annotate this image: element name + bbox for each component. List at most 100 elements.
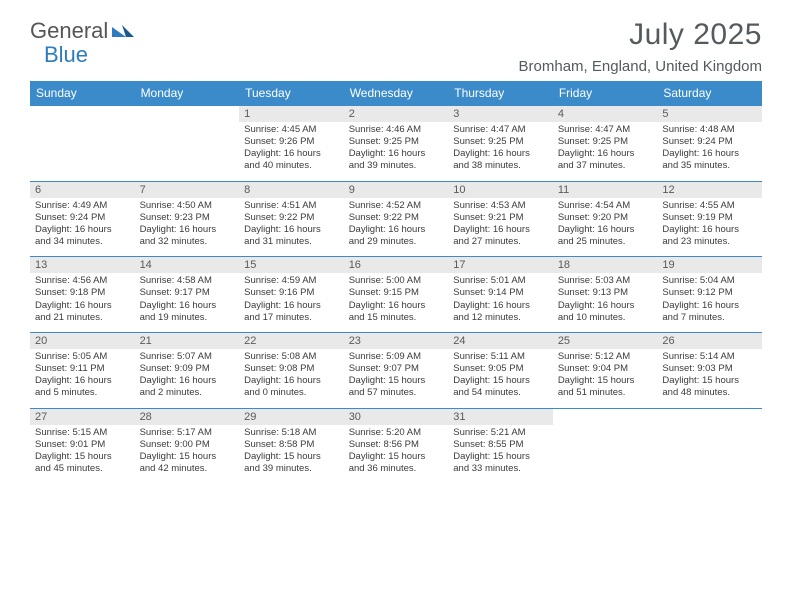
day-details: Sunrise: 5:01 AMSunset: 9:14 PMDaylight:… xyxy=(448,273,553,332)
sunrise-line: Sunrise: 5:18 AM xyxy=(244,427,339,439)
day-details: Sunrise: 5:15 AMSunset: 9:01 PMDaylight:… xyxy=(30,425,135,484)
sunrise-line: Sunrise: 5:20 AM xyxy=(349,427,444,439)
sunset-line: Sunset: 9:25 PM xyxy=(349,136,444,148)
day-details: Sunrise: 4:58 AMSunset: 9:17 PMDaylight:… xyxy=(135,273,240,332)
daylight-line: Daylight: 16 hours and 7 minutes. xyxy=(662,300,757,324)
day-details: Sunrise: 5:00 AMSunset: 9:15 PMDaylight:… xyxy=(344,273,449,332)
daylight-line: Daylight: 15 hours and 51 minutes. xyxy=(558,375,653,399)
sunrise-line: Sunrise: 4:55 AM xyxy=(662,200,757,212)
sunset-line: Sunset: 9:25 PM xyxy=(558,136,653,148)
day-number: 26 xyxy=(657,333,762,349)
day-details: Sunrise: 5:08 AMSunset: 9:08 PMDaylight:… xyxy=(239,349,344,408)
daylight-line: Daylight: 16 hours and 35 minutes. xyxy=(662,148,757,172)
day-number: 7 xyxy=(135,182,240,198)
day-number: 15 xyxy=(239,257,344,273)
day-details: Sunrise: 5:18 AMSunset: 8:58 PMDaylight:… xyxy=(239,425,344,484)
daylight-line: Daylight: 16 hours and 0 minutes. xyxy=(244,375,339,399)
sunset-line: Sunset: 9:08 PM xyxy=(244,363,339,375)
day-number: 25 xyxy=(553,333,658,349)
weekday-header: Thursday xyxy=(448,81,553,106)
calendar-day-cell: 25Sunrise: 5:12 AMSunset: 9:04 PMDayligh… xyxy=(553,332,658,408)
weekday-header: Monday xyxy=(135,81,240,106)
calendar-week-row: 1Sunrise: 4:45 AMSunset: 9:26 PMDaylight… xyxy=(30,106,762,182)
daylight-line: Daylight: 16 hours and 38 minutes. xyxy=(453,148,548,172)
day-details: Sunrise: 5:20 AMSunset: 8:56 PMDaylight:… xyxy=(344,425,449,484)
sunrise-line: Sunrise: 5:03 AM xyxy=(558,275,653,287)
daylight-line: Daylight: 16 hours and 15 minutes. xyxy=(349,300,444,324)
day-details: Sunrise: 5:07 AMSunset: 9:09 PMDaylight:… xyxy=(135,349,240,408)
calendar-day-cell: 27Sunrise: 5:15 AMSunset: 9:01 PMDayligh… xyxy=(30,408,135,483)
daylight-line: Daylight: 16 hours and 5 minutes. xyxy=(35,375,130,399)
day-details: Sunrise: 4:53 AMSunset: 9:21 PMDaylight:… xyxy=(448,198,553,257)
sunset-line: Sunset: 9:03 PM xyxy=(662,363,757,375)
daylight-line: Daylight: 16 hours and 23 minutes. xyxy=(662,224,757,248)
calendar-day-cell: 21Sunrise: 5:07 AMSunset: 9:09 PMDayligh… xyxy=(135,332,240,408)
sunrise-line: Sunrise: 4:51 AM xyxy=(244,200,339,212)
calendar-day-cell: 19Sunrise: 5:04 AMSunset: 9:12 PMDayligh… xyxy=(657,257,762,333)
sunset-line: Sunset: 9:19 PM xyxy=(662,212,757,224)
sunset-line: Sunset: 9:18 PM xyxy=(35,287,130,299)
sunrise-line: Sunrise: 4:47 AM xyxy=(453,124,548,136)
calendar-container: SundayMondayTuesdayWednesdayThursdayFrid… xyxy=(0,81,792,483)
day-number: 5 xyxy=(657,106,762,122)
sunset-line: Sunset: 9:04 PM xyxy=(558,363,653,375)
day-number: 23 xyxy=(344,333,449,349)
calendar-week-row: 27Sunrise: 5:15 AMSunset: 9:01 PMDayligh… xyxy=(30,408,762,483)
day-number: 8 xyxy=(239,182,344,198)
calendar-day-cell: 20Sunrise: 5:05 AMSunset: 9:11 PMDayligh… xyxy=(30,332,135,408)
calendar-day-cell: 18Sunrise: 5:03 AMSunset: 9:13 PMDayligh… xyxy=(553,257,658,333)
sunrise-line: Sunrise: 5:08 AM xyxy=(244,351,339,363)
calendar-week-row: 13Sunrise: 4:56 AMSunset: 9:18 PMDayligh… xyxy=(30,257,762,333)
day-details: Sunrise: 4:56 AMSunset: 9:18 PMDaylight:… xyxy=(30,273,135,332)
day-details: Sunrise: 4:46 AMSunset: 9:25 PMDaylight:… xyxy=(344,122,449,181)
sunrise-line: Sunrise: 4:50 AM xyxy=(140,200,235,212)
sunset-line: Sunset: 9:13 PM xyxy=(558,287,653,299)
daylight-line: Daylight: 16 hours and 19 minutes. xyxy=(140,300,235,324)
sunset-line: Sunset: 9:15 PM xyxy=(349,287,444,299)
day-number: 18 xyxy=(553,257,658,273)
daylight-line: Daylight: 15 hours and 42 minutes. xyxy=(140,451,235,475)
sunrise-line: Sunrise: 5:00 AM xyxy=(349,275,444,287)
day-number: 13 xyxy=(30,257,135,273)
day-number: 27 xyxy=(30,409,135,425)
calendar-day-cell: 16Sunrise: 5:00 AMSunset: 9:15 PMDayligh… xyxy=(344,257,449,333)
sunrise-line: Sunrise: 4:47 AM xyxy=(558,124,653,136)
calendar-day-cell: 30Sunrise: 5:20 AMSunset: 8:56 PMDayligh… xyxy=(344,408,449,483)
calendar-day-cell: 6Sunrise: 4:49 AMSunset: 9:24 PMDaylight… xyxy=(30,181,135,257)
calendar-day-cell: 15Sunrise: 4:59 AMSunset: 9:16 PMDayligh… xyxy=(239,257,344,333)
calendar-day-cell: 2Sunrise: 4:46 AMSunset: 9:25 PMDaylight… xyxy=(344,106,449,182)
day-details: Sunrise: 4:55 AMSunset: 9:19 PMDaylight:… xyxy=(657,198,762,257)
sunset-line: Sunset: 9:22 PM xyxy=(244,212,339,224)
daylight-line: Daylight: 16 hours and 21 minutes. xyxy=(35,300,130,324)
logo-mark-icon xyxy=(112,21,134,42)
calendar-day-cell: 28Sunrise: 5:17 AMSunset: 9:00 PMDayligh… xyxy=(135,408,240,483)
sunset-line: Sunset: 9:22 PM xyxy=(349,212,444,224)
day-number: 2 xyxy=(344,106,449,122)
sunset-line: Sunset: 9:26 PM xyxy=(244,136,339,148)
calendar-day-cell: 11Sunrise: 4:54 AMSunset: 9:20 PMDayligh… xyxy=(553,181,658,257)
day-details: Sunrise: 5:14 AMSunset: 9:03 PMDaylight:… xyxy=(657,349,762,408)
day-number: 29 xyxy=(239,409,344,425)
day-number: 20 xyxy=(30,333,135,349)
sunrise-line: Sunrise: 5:17 AM xyxy=(140,427,235,439)
header: General Blue July 2025 Bromham, England,… xyxy=(0,0,792,81)
calendar-table: SundayMondayTuesdayWednesdayThursdayFrid… xyxy=(30,81,762,483)
daylight-line: Daylight: 15 hours and 36 minutes. xyxy=(349,451,444,475)
day-details: Sunrise: 4:48 AMSunset: 9:24 PMDaylight:… xyxy=(657,122,762,181)
sunset-line: Sunset: 9:17 PM xyxy=(140,287,235,299)
daylight-line: Daylight: 15 hours and 57 minutes. xyxy=(349,375,444,399)
sunset-line: Sunset: 9:01 PM xyxy=(35,439,130,451)
calendar-week-row: 20Sunrise: 5:05 AMSunset: 9:11 PMDayligh… xyxy=(30,332,762,408)
sunset-line: Sunset: 9:11 PM xyxy=(35,363,130,375)
calendar-day-cell: 17Sunrise: 5:01 AMSunset: 9:14 PMDayligh… xyxy=(448,257,553,333)
sunset-line: Sunset: 9:16 PM xyxy=(244,287,339,299)
calendar-day-cell: 8Sunrise: 4:51 AMSunset: 9:22 PMDaylight… xyxy=(239,181,344,257)
day-details: Sunrise: 4:52 AMSunset: 9:22 PMDaylight:… xyxy=(344,198,449,257)
daylight-line: Daylight: 16 hours and 2 minutes. xyxy=(140,375,235,399)
calendar-day-cell: 26Sunrise: 5:14 AMSunset: 9:03 PMDayligh… xyxy=(657,332,762,408)
daylight-line: Daylight: 15 hours and 48 minutes. xyxy=(662,375,757,399)
day-number: 24 xyxy=(448,333,553,349)
sunrise-line: Sunrise: 4:45 AM xyxy=(244,124,339,136)
sunset-line: Sunset: 9:14 PM xyxy=(453,287,548,299)
daylight-line: Daylight: 15 hours and 45 minutes. xyxy=(35,451,130,475)
